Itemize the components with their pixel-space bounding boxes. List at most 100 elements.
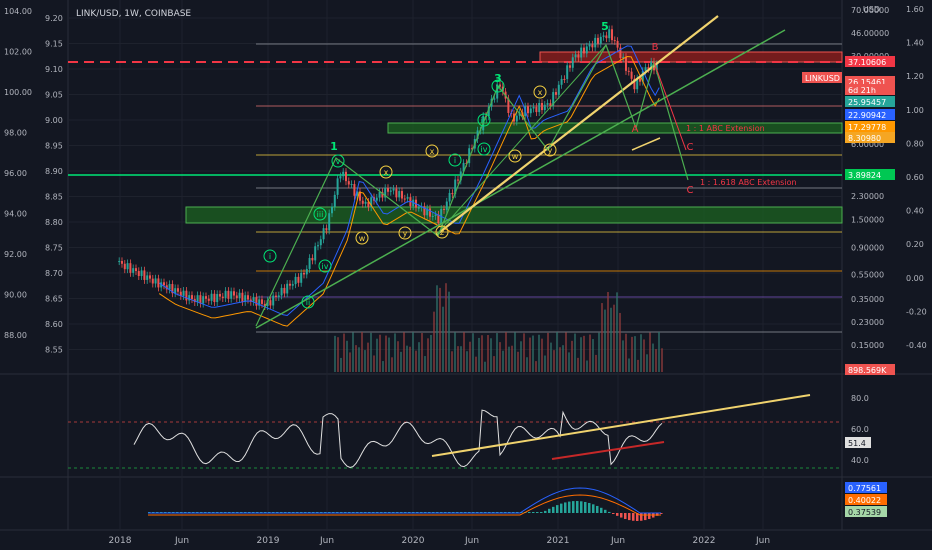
price-label-bg [845, 109, 895, 120]
projection-line-yellow [631, 137, 661, 151]
volume-bar [655, 349, 657, 372]
volume-bar [376, 338, 378, 372]
candle-body [588, 44, 591, 47]
volume-bar [499, 342, 501, 372]
volume-bar [487, 335, 489, 372]
candle-body [314, 246, 317, 261]
candle-body [487, 106, 490, 117]
left-axis-outer-tick: 96.00 [4, 169, 27, 178]
candle-body [196, 295, 199, 303]
volume-bar [619, 312, 621, 372]
right-axis-price-tick: 46.00000 [851, 29, 889, 38]
moving-average-blue [158, 45, 660, 317]
candle-body [344, 171, 347, 182]
candle-body [540, 102, 543, 111]
wave-w2 [508, 149, 522, 163]
candle-body [647, 67, 650, 69]
volume-bar [358, 347, 360, 372]
resistance-zone [539, 51, 843, 63]
price-label-text: 6d 21h [848, 86, 876, 95]
candle-body [266, 300, 269, 307]
right-axis-price-tick: 0.35000 [851, 295, 884, 304]
volume-bar [490, 338, 492, 372]
wave-x3 [533, 85, 547, 99]
volume-bar [565, 332, 567, 372]
wave-v-b-text: v [496, 82, 501, 91]
candle-body [300, 272, 303, 283]
candle-body [431, 215, 434, 217]
volume-bar [340, 357, 342, 372]
wave-iv [318, 259, 332, 273]
candle-body [535, 106, 538, 113]
wave-y1-text: y [403, 229, 408, 238]
candle-body [417, 207, 420, 209]
volume-bar [562, 345, 564, 372]
wave-x1 [379, 165, 393, 179]
candle-body [294, 276, 297, 285]
candle-body [624, 56, 627, 71]
left-axis-inner-tick: 9.05 [45, 91, 63, 100]
wave-x2-text: x [430, 147, 435, 156]
macd-histogram-bar [568, 501, 571, 513]
candle-body [442, 208, 445, 210]
left-axis-inner-tick: 9.10 [45, 65, 63, 74]
candle-body [241, 292, 244, 302]
price-label-bg [845, 96, 895, 107]
macd-histogram-bar [560, 503, 563, 513]
volume-bar [355, 345, 357, 372]
macd-histogram-bar [572, 501, 575, 513]
volume-bar [475, 356, 477, 372]
candle-body [297, 276, 300, 283]
macd-label-text: 0.40022 [848, 496, 881, 505]
candle-body [157, 278, 160, 288]
candle-body [353, 184, 356, 196]
volume-bar [397, 341, 399, 372]
candle-body [216, 294, 219, 303]
right-axis-price-tick: 0.15000 [851, 341, 884, 350]
volume-bar [469, 341, 471, 372]
candle-body [378, 192, 381, 198]
candle-body [255, 296, 258, 306]
candle-body [120, 261, 123, 264]
candle-body [546, 103, 549, 105]
wave-iv-b-text: iv [481, 145, 488, 154]
candle-body [563, 78, 566, 80]
right-axis-linear-tick: 1.40 [906, 39, 924, 48]
wave-label-5: 5 [601, 20, 609, 33]
candle-body [230, 291, 233, 299]
candle-body [308, 257, 311, 269]
macd-histogram-bar [604, 509, 607, 513]
volume-bar [523, 333, 525, 372]
candle-body [224, 290, 227, 299]
trendline-green-long [255, 29, 786, 329]
wave-i-b [448, 153, 462, 167]
candle-body [627, 70, 630, 72]
candle-body [655, 64, 658, 71]
candle-body [199, 295, 202, 304]
candle-body [641, 70, 644, 82]
rsi-line [133, 409, 663, 469]
time-tick: 2018 [109, 536, 132, 546]
time-tick: 2019 [257, 536, 280, 546]
wave-label-C1: C [687, 142, 694, 153]
candle-body [403, 198, 406, 200]
candle-body [350, 184, 353, 186]
time-tick: Jun [464, 536, 479, 546]
volume-bar [442, 306, 444, 372]
right-axis-price-tick: 6.00000 [851, 140, 884, 149]
volume-bar [505, 332, 507, 372]
macd-histogram-bar [532, 512, 535, 513]
left-axis-outer-tick: 92.00 [4, 250, 27, 259]
candle-body [213, 293, 216, 303]
macd-signal-line [148, 494, 661, 516]
volume-bar [421, 333, 423, 372]
price-label-text: 26.15461 [848, 78, 886, 87]
wave-i [263, 249, 277, 263]
candle-body [176, 288, 179, 292]
candle-body [526, 106, 529, 114]
candle-body [283, 287, 286, 294]
candle-body [459, 171, 462, 181]
wave-iv-b [477, 142, 491, 156]
candle-body [322, 228, 325, 240]
